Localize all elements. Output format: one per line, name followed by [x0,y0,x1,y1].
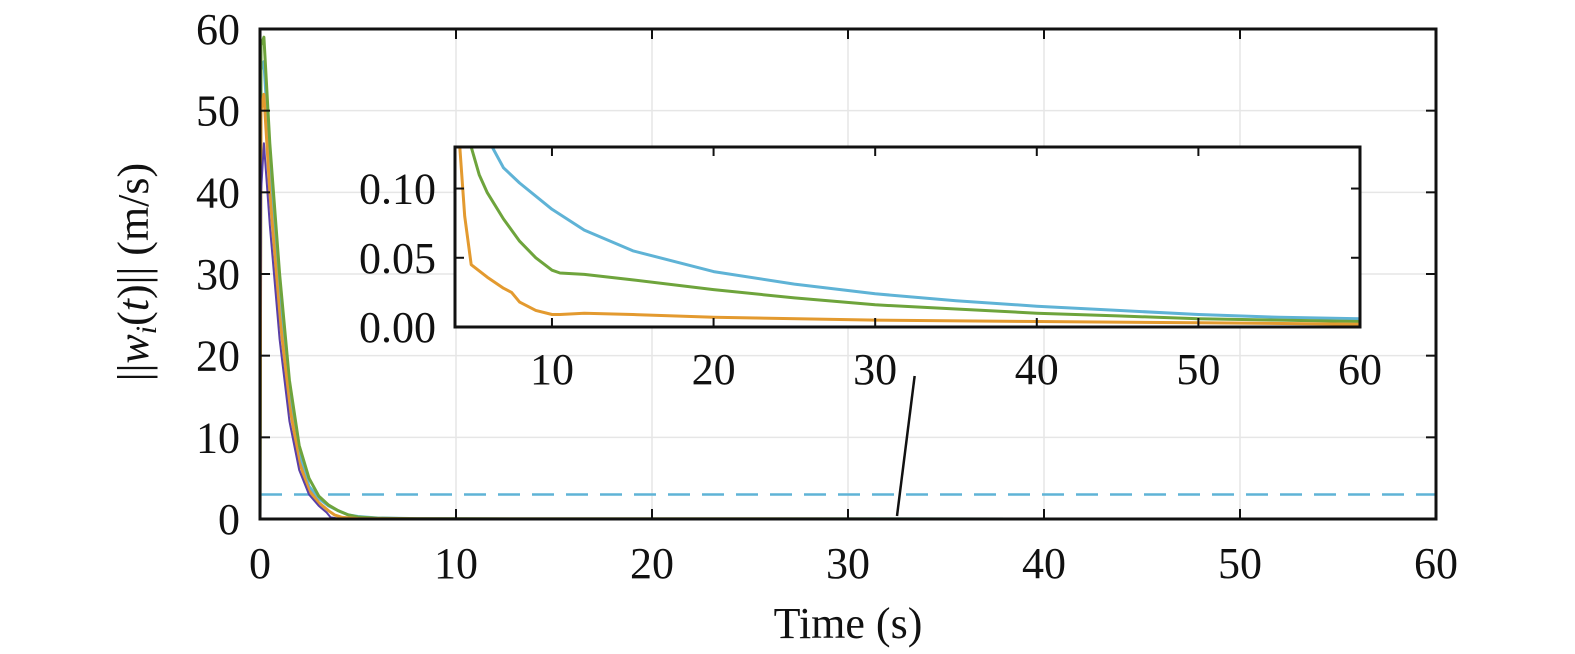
inset-pointer-group [895,375,916,517]
main-y-tick-label: 20 [196,332,240,381]
inset-tick-marks [455,147,1361,328]
inset-series-group [458,147,1360,326]
y-axis-label: ||wi(t)|| (m/s) [109,163,163,381]
main-y-tick-label: 30 [196,250,240,299]
main-x-tick-label: 0 [249,539,271,588]
inset-pointer-line [895,375,916,517]
inset-x-tick-labels: 10 20 30 40 50 60 [530,345,1382,394]
inset-x-tick-label: 50 [1176,345,1220,394]
y-axis-label-subscript: i [130,326,163,334]
inset-y-tick-label: 0.00 [359,303,436,352]
inset-series-line-2 [458,147,1360,326]
main-y-tick-label: 40 [196,168,240,217]
inset-plot-frame [453,145,1362,329]
main-y-tick-label: 50 [196,87,240,136]
main-y-tick-labels: 0 10 20 30 40 50 60 [196,5,240,544]
main-x-tick-label: 50 [1218,539,1262,588]
main-x-tick-labels: 0 10 20 30 40 50 60 [249,539,1458,588]
y-axis-label-prefix: || [109,364,158,382]
inset-background [455,147,1360,327]
main-y-tick-label: 60 [196,5,240,54]
inset-x-tick-label: 40 [1015,345,1059,394]
main-y-tick-label: 10 [196,413,240,462]
main-x-tick-label: 20 [630,539,674,588]
y-axis-label-symbol: w [109,334,158,364]
y-axis-label-suffix: )|| (m/s) [109,163,158,299]
y-axis-label-paren: ( [109,311,158,326]
main-x-tick-label: 40 [1022,539,1066,588]
inset-x-tick-label: 10 [530,345,574,394]
x-axis-label: Time (s) [774,599,923,648]
main-x-tick-label: 60 [1414,539,1458,588]
inset-y-tick-labels: 0.00 0.05 0.10 [359,165,436,352]
y-axis-label-arg: t [109,297,158,311]
main-x-tick-label: 10 [434,539,478,588]
inset-x-tick-label: 30 [853,345,897,394]
inset-y-tick-label: 0.10 [359,165,436,214]
main-x-tick-label: 30 [826,539,870,588]
main-tick-marks [259,28,1437,520]
inset-y-tick-label: 0.05 [359,234,436,283]
inset-x-tick-label: 20 [692,345,736,394]
main-y-tick-label: 0 [218,495,240,544]
inset-series-line-0 [490,147,1360,321]
inset-series-line-1 [469,147,1360,323]
inset-x-tick-label: 60 [1338,345,1382,394]
